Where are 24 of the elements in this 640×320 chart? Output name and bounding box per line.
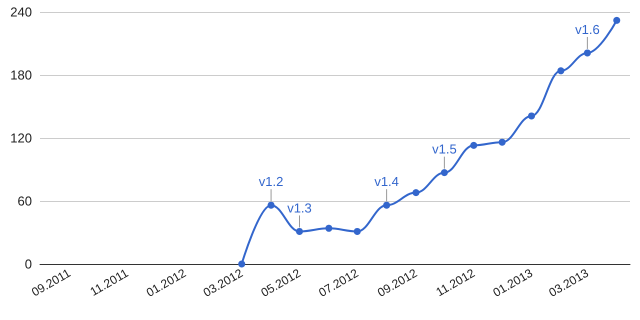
point: [238, 260, 246, 268]
point: [498, 138, 506, 146]
point: [584, 49, 591, 56]
point: [354, 228, 361, 235]
point: [383, 202, 390, 209]
annotation: v1.3: [287, 200, 312, 216]
point: [557, 67, 564, 74]
point: [613, 16, 620, 24]
y-tick-label: 240: [10, 4, 32, 20]
point: [440, 169, 448, 176]
y-tick-label: 120: [10, 130, 32, 146]
annotation: v1.2: [258, 174, 284, 190]
y-tick-label: 0: [24, 256, 32, 272]
y-tick-label: 180: [10, 68, 32, 82]
point: [412, 189, 420, 196]
annotation: v1.5: [432, 142, 457, 157]
y-tick-label: 60: [18, 194, 32, 208]
point: [296, 228, 303, 235]
point: [470, 142, 478, 149]
annotation: v1.6: [575, 22, 600, 37]
point: [528, 112, 536, 120]
point: [325, 224, 332, 232]
point: [268, 202, 275, 209]
annotation: v1.4: [374, 174, 399, 190]
